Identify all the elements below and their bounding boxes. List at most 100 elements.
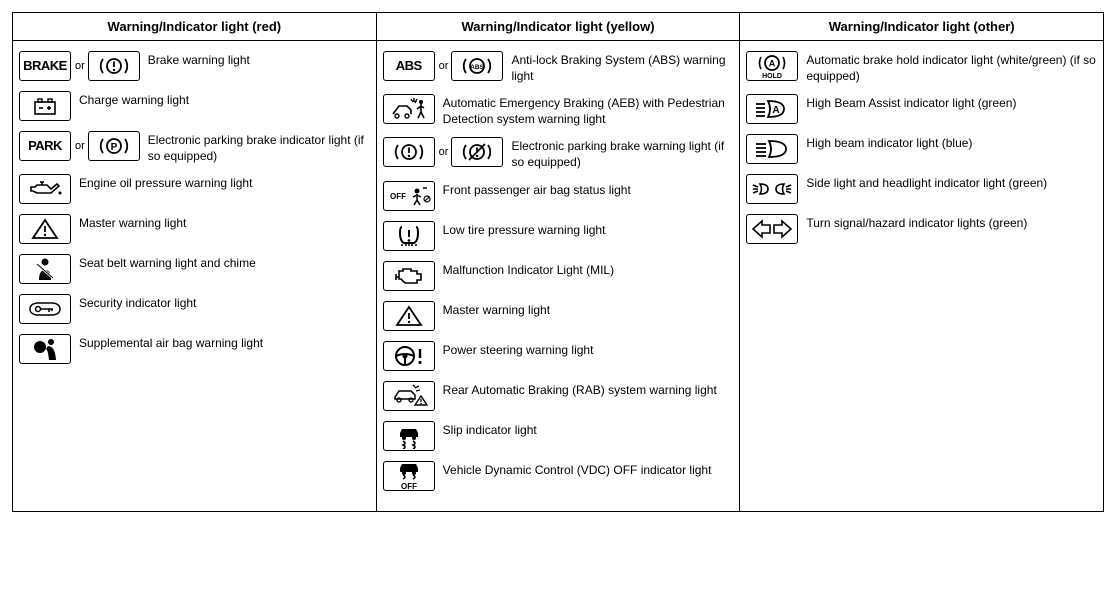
oil-can-icon	[19, 174, 71, 204]
svg-text:P: P	[110, 142, 117, 153]
indicator-row: Engine oil pressure warning light	[19, 174, 370, 204]
aeb-ped-icon	[383, 94, 435, 124]
indicator-label: Seat belt warning light and chime	[75, 254, 256, 272]
indicator-row: Security indicator light	[19, 294, 370, 324]
icon-group	[383, 261, 439, 291]
indicator-row: Rear Automatic Braking (RAB) system warn…	[383, 381, 734, 411]
indicator-label: Automatic brake hold indicator light (wh…	[802, 51, 1097, 84]
indicator-label: Vehicle Dynamic Control (VDC) OFF indica…	[439, 461, 712, 479]
indicator-row: Seat belt warning light and chime	[19, 254, 370, 284]
indicator-row: OFFFront passenger air bag status light	[383, 181, 734, 211]
off-pass-icon: OFF	[383, 181, 435, 211]
icon-group	[746, 174, 802, 204]
icon-group: OFF	[383, 461, 439, 491]
icon-group: A	[746, 94, 802, 124]
indicator-label: Automatic Emergency Braking (AEB) with P…	[439, 94, 734, 127]
indicator-label: Power steering warning light	[439, 341, 594, 359]
brake-text-icon: BRAKE	[19, 51, 71, 81]
triangle-excl-icon	[383, 301, 435, 331]
icon-group: PARK or P	[19, 131, 144, 161]
icon-group: OFF	[383, 181, 439, 211]
indicator-label: Master warning light	[75, 214, 186, 232]
indicator-label: High Beam Assist indicator light (green)	[802, 94, 1016, 112]
or-label: or	[75, 139, 85, 153]
icon-group	[19, 174, 75, 204]
or-label: or	[75, 59, 85, 73]
icon-group	[19, 254, 75, 284]
indicator-row: Power steering warning light	[383, 341, 734, 371]
or-label: or	[439, 145, 449, 159]
indicator-row: PARKorPElectronic parking brake indicato…	[19, 131, 370, 164]
icon-group	[383, 421, 439, 451]
indicator-label: Side light and headlight indicator light…	[802, 174, 1047, 192]
icon-group	[19, 294, 75, 324]
indicator-row: Low tire pressure warning light	[383, 221, 734, 251]
indicator-label: Supplemental air bag warning light	[75, 334, 263, 352]
column-2: Warning/Indicator light (other) A HOLD Auto…	[740, 13, 1103, 511]
brake-circle-icon	[383, 137, 435, 167]
turn-signals-icon	[746, 214, 798, 244]
indicator-label: Electronic parking brake warning light (…	[507, 137, 733, 170]
slip-icon	[383, 421, 435, 451]
svg-text:OFF: OFF	[390, 192, 406, 201]
battery-icon	[19, 91, 71, 121]
indicator-row: Turn signal/hazard indicator lights (gre…	[746, 214, 1097, 244]
indicator-row: Automatic Emergency Braking (AEB) with P…	[383, 94, 734, 127]
column-1: Warning/Indicator light (yellow)ABSorABS…	[377, 13, 741, 511]
icon-group	[383, 341, 439, 371]
indicator-label: Rear Automatic Braking (RAB) system warn…	[439, 381, 717, 399]
indicator-row: High beam indicator light (blue)	[746, 134, 1097, 164]
indicator-row: or Electronic parking brake warning light…	[383, 137, 734, 170]
icon-group	[383, 221, 439, 251]
indicator-row: OFF Vehicle Dynamic Control (VDC) OFF ind…	[383, 461, 734, 491]
icon-group	[746, 214, 802, 244]
indicator-row: BRAKE or Brake warning light	[19, 51, 370, 81]
indicator-row: A High Beam Assist indicator light (green…	[746, 94, 1097, 124]
indicator-table: Warning/Indicator light (red)BRAKEorBrak…	[12, 12, 1104, 512]
indicator-row: ABS or ABS Anti-lock Braking System (ABS) w…	[383, 51, 734, 84]
indicator-label: Anti-lock Braking System (ABS) warning l…	[507, 51, 733, 84]
icon-group: ABS or ABS	[383, 51, 508, 81]
column-body: A HOLD Automatic brake hold indicator ligh…	[740, 41, 1103, 264]
icon-group	[383, 301, 439, 331]
column-header: Warning/Indicator light (other)	[740, 13, 1103, 41]
park-circle-icon: P	[88, 131, 140, 161]
indicator-label: Charge warning light	[75, 91, 189, 109]
svg-text:A: A	[769, 59, 776, 69]
abs-text-icon: ABS	[383, 51, 435, 81]
icon-group	[746, 134, 802, 164]
svg-text:ABS: ABS	[471, 64, 485, 71]
seatbelt-icon	[19, 254, 71, 284]
tire-excl-icon	[383, 221, 435, 251]
or-label: or	[439, 59, 449, 73]
park-text-icon: PARK	[19, 131, 71, 161]
icon-group	[383, 381, 439, 411]
indicator-row: Supplemental air bag warning light	[19, 334, 370, 364]
engine-icon	[383, 261, 435, 291]
svg-text:OFF: OFF	[401, 482, 417, 490]
column-body: BRAKE or Brake warning light Charge warning…	[13, 41, 376, 384]
indicator-label: Engine oil pressure warning light	[75, 174, 252, 192]
high-beam-icon	[746, 134, 798, 164]
indicator-label: Malfunction Indicator Light (MIL)	[439, 261, 614, 279]
indicator-row: Master warning light	[19, 214, 370, 244]
indicator-row: Charge warning light	[19, 91, 370, 121]
indicator-row: Malfunction Indicator Light (MIL)	[383, 261, 734, 291]
triangle-excl-icon	[19, 214, 71, 244]
icon-group	[383, 94, 439, 124]
a-hold-icon: A HOLD	[746, 51, 798, 81]
side-light-icon	[746, 174, 798, 204]
airbag-icon	[19, 334, 71, 364]
column-body: ABS or ABS Anti-lock Braking System (ABS) w…	[377, 41, 740, 511]
svg-text:A: A	[773, 105, 780, 116]
column-header: Warning/Indicator light (yellow)	[377, 13, 740, 41]
svg-text:HOLD: HOLD	[762, 73, 782, 79]
indicator-label: Brake warning light	[144, 51, 250, 69]
indicator-label: High beam indicator light (blue)	[802, 134, 972, 152]
rab-icon	[383, 381, 435, 411]
vdc-off-icon: OFF	[383, 461, 435, 491]
hba-icon: A	[746, 94, 798, 124]
steering-excl-icon	[383, 341, 435, 371]
indicator-row: Master warning light	[383, 301, 734, 331]
icon-group	[19, 91, 75, 121]
